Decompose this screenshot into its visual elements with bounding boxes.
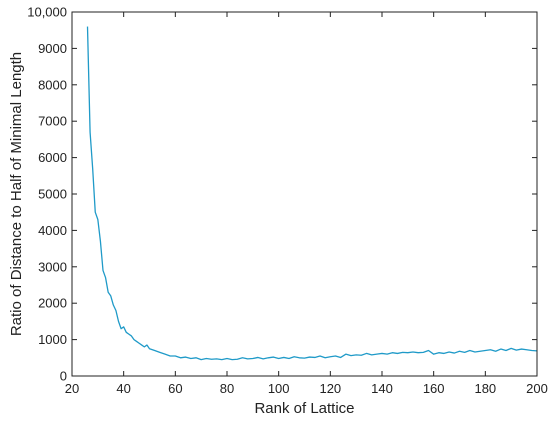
x-tick-label: 40 [116, 381, 130, 396]
x-tick-label: 180 [474, 381, 496, 396]
plot-frame [71, 11, 538, 377]
x-tick-label: 160 [423, 381, 445, 396]
x-tick-label: 200 [526, 381, 548, 396]
y-tick-label: 1000 [38, 332, 67, 347]
y-tick-label: 3000 [38, 259, 67, 274]
series-line [86, 26, 538, 361]
x-tick-label: 120 [319, 381, 341, 396]
y-tick-label: 8000 [38, 77, 67, 92]
y-tick-label: 9000 [38, 41, 67, 56]
x-axis-title: Rank of Lattice [254, 400, 354, 417]
x-tick-label: 20 [65, 381, 79, 396]
y-tick-label: 4000 [38, 223, 67, 238]
x-tick-label: 60 [168, 381, 182, 396]
x-tick-label: 140 [371, 381, 393, 396]
x-tick-label: 80 [220, 381, 234, 396]
y-axis-ticks: 0 1000 2000 3000 4000 5000 6000 7000 8000 9000 10,… [27, 5, 537, 384]
y-tick-label: 5000 [38, 187, 67, 202]
y-tick-label: 2000 [38, 296, 67, 311]
y-tick-label: 6000 [38, 150, 67, 165]
x-axis-ticks: 20 40 60 80 100 120 140 160 180 200 [65, 12, 548, 396]
y-tick-label: 10,000 [27, 5, 67, 20]
y-axis-title: Ratio of Distance to Half of Minimal Len… [8, 52, 25, 336]
y-tick-label: 7000 [38, 114, 67, 129]
y-tick-label: 0 [60, 369, 67, 384]
x-tick-label: 100 [268, 381, 290, 396]
